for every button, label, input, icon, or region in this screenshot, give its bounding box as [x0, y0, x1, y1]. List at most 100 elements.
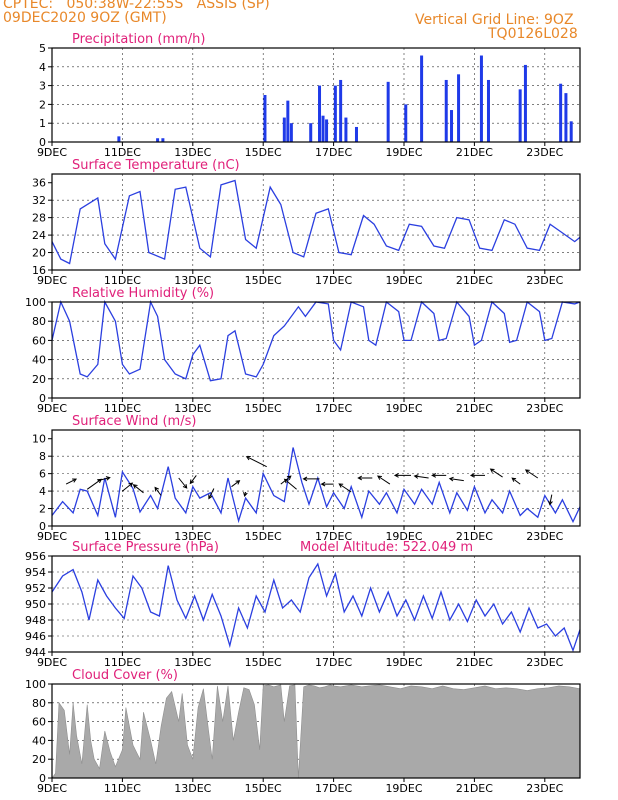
plot-frame — [51, 683, 581, 779]
rh-line — [51, 299, 581, 382]
x-tick-label: 9DEC — [37, 402, 67, 415]
station-header: CPTEC: 050:38W-22:55S ASSIS (SP) — [3, 0, 270, 12]
y-tick-label: 2 — [39, 98, 46, 111]
x-tick-label: 11DEC — [104, 530, 141, 543]
plot-frame — [51, 429, 581, 527]
y-tick-label: 946 — [25, 630, 46, 643]
wind-arrow — [377, 475, 391, 485]
panel-title: Surface Pressure (hPa) — [72, 540, 219, 555]
precip-bar — [289, 123, 293, 142]
temp-line — [51, 179, 581, 265]
wind-arrow — [431, 473, 447, 478]
wind-arrow — [357, 475, 373, 481]
precip-bar — [444, 79, 448, 142]
plot-frame — [51, 47, 581, 143]
y-tick-label: 40 — [32, 734, 46, 747]
x-tick-label: 9DEC — [37, 530, 67, 543]
wind-arrow — [302, 476, 320, 482]
precip-bar — [479, 55, 483, 142]
x-tick-label: 17DEC — [315, 530, 352, 543]
panel-annotation: Model Altitude: 522.049 m — [300, 540, 473, 555]
x-tick-label: 13DEC — [174, 274, 211, 287]
y-tick-label: 60 — [32, 334, 46, 347]
y-tick-label: 28 — [32, 212, 46, 225]
precip-bar — [564, 93, 568, 142]
x-tick-label: 13DEC — [174, 402, 211, 415]
y-tick-label: 3 — [39, 80, 46, 93]
x-tick-label: 11DEC — [104, 402, 141, 415]
x-tick-label: 15DEC — [245, 402, 282, 415]
y-tick-label: 0 — [39, 772, 46, 785]
y-tick-label: 954 — [25, 566, 46, 579]
y-tick-label: 20 — [32, 373, 46, 386]
precip-bar — [386, 81, 390, 142]
rh-panel: 9DEC 11DEC 13DEC 15DEC 17DEC 19DEC 21DEC 23DEC 0… — [25, 286, 581, 415]
y-tick-label: 6 — [39, 468, 46, 481]
wind-arrow — [511, 477, 521, 485]
wind-arrow — [448, 476, 464, 482]
wind-arrow — [154, 486, 162, 496]
wind-arrow — [231, 480, 241, 488]
precip-bar — [450, 110, 454, 142]
precip-bar — [321, 115, 325, 142]
x-tick-label: 23DEC — [526, 274, 563, 287]
y-tick-label: 4 — [39, 485, 46, 498]
x-tick-label: 17DEC — [315, 146, 352, 159]
wind-arrow — [338, 483, 352, 493]
y-tick-label: 100 — [25, 678, 46, 691]
x-tick-label: 17DEC — [315, 274, 352, 287]
x-tick-label: 15DEC — [245, 656, 282, 669]
y-tick-label: 10 — [32, 433, 46, 446]
x-tick-label: 15DEC — [245, 530, 282, 543]
panel-title: Relative Humidity (%) — [72, 286, 214, 301]
wind-arrow — [413, 474, 429, 479]
wind-arrow — [208, 488, 215, 500]
x-tick-label: 23DEC — [526, 782, 563, 795]
y-tick-label: 40 — [32, 354, 46, 367]
precip-bar — [156, 138, 160, 142]
precip-bar — [523, 64, 527, 142]
precip-bar — [286, 100, 290, 142]
wind-arrow — [178, 477, 188, 489]
precip-bar — [333, 85, 337, 142]
precip-bar — [339, 79, 343, 142]
y-tick-label: 8 — [39, 450, 46, 463]
x-tick-label: 21DEC — [456, 656, 493, 669]
y-tick-label: 60 — [32, 716, 46, 729]
wind-arrow — [524, 469, 539, 479]
precip-bar — [161, 138, 165, 142]
y-tick-label: 952 — [25, 582, 46, 595]
x-tick-label: 19DEC — [385, 402, 422, 415]
wind-arrow — [283, 478, 297, 490]
y-tick-label: 948 — [25, 614, 46, 627]
model-code: TQ0126L028 — [488, 26, 578, 42]
x-tick-label: 19DEC — [385, 782, 422, 795]
y-tick-label: 950 — [25, 598, 46, 611]
x-tick-label: 21DEC — [456, 530, 493, 543]
x-tick-label: 23DEC — [526, 146, 563, 159]
precip-bar — [282, 117, 286, 142]
y-tick-label: 20 — [32, 247, 46, 260]
panel-title: Surface Temperature (nC) — [72, 158, 240, 173]
wind-arrow — [86, 478, 103, 490]
wind-line — [51, 447, 581, 524]
precip-bar — [457, 74, 461, 142]
cloud-panel: 9DEC 11DEC 13DEC 15DEC 17DEC 19DEC 21DEC 23DEC 0… — [25, 668, 581, 795]
x-tick-label: 17DEC — [315, 402, 352, 415]
y-tick-label: 24 — [32, 229, 46, 242]
x-tick-label: 23DEC — [526, 656, 563, 669]
precip-bar — [309, 123, 313, 142]
precip-bar — [404, 104, 408, 142]
x-tick-label: 19DEC — [385, 656, 422, 669]
x-tick-label: 13DEC — [174, 146, 211, 159]
y-tick-label: 0 — [39, 136, 46, 149]
x-tick-label: 13DEC — [174, 530, 211, 543]
x-tick-label: 11DEC — [104, 656, 141, 669]
y-tick-label: 956 — [25, 550, 46, 563]
plot-frame — [51, 555, 581, 653]
x-tick-label: 19DEC — [385, 274, 422, 287]
x-tick-label: 11DEC — [104, 146, 141, 159]
x-tick-label: 21DEC — [456, 402, 493, 415]
panel-title: Cloud Cover (%) — [72, 668, 178, 683]
